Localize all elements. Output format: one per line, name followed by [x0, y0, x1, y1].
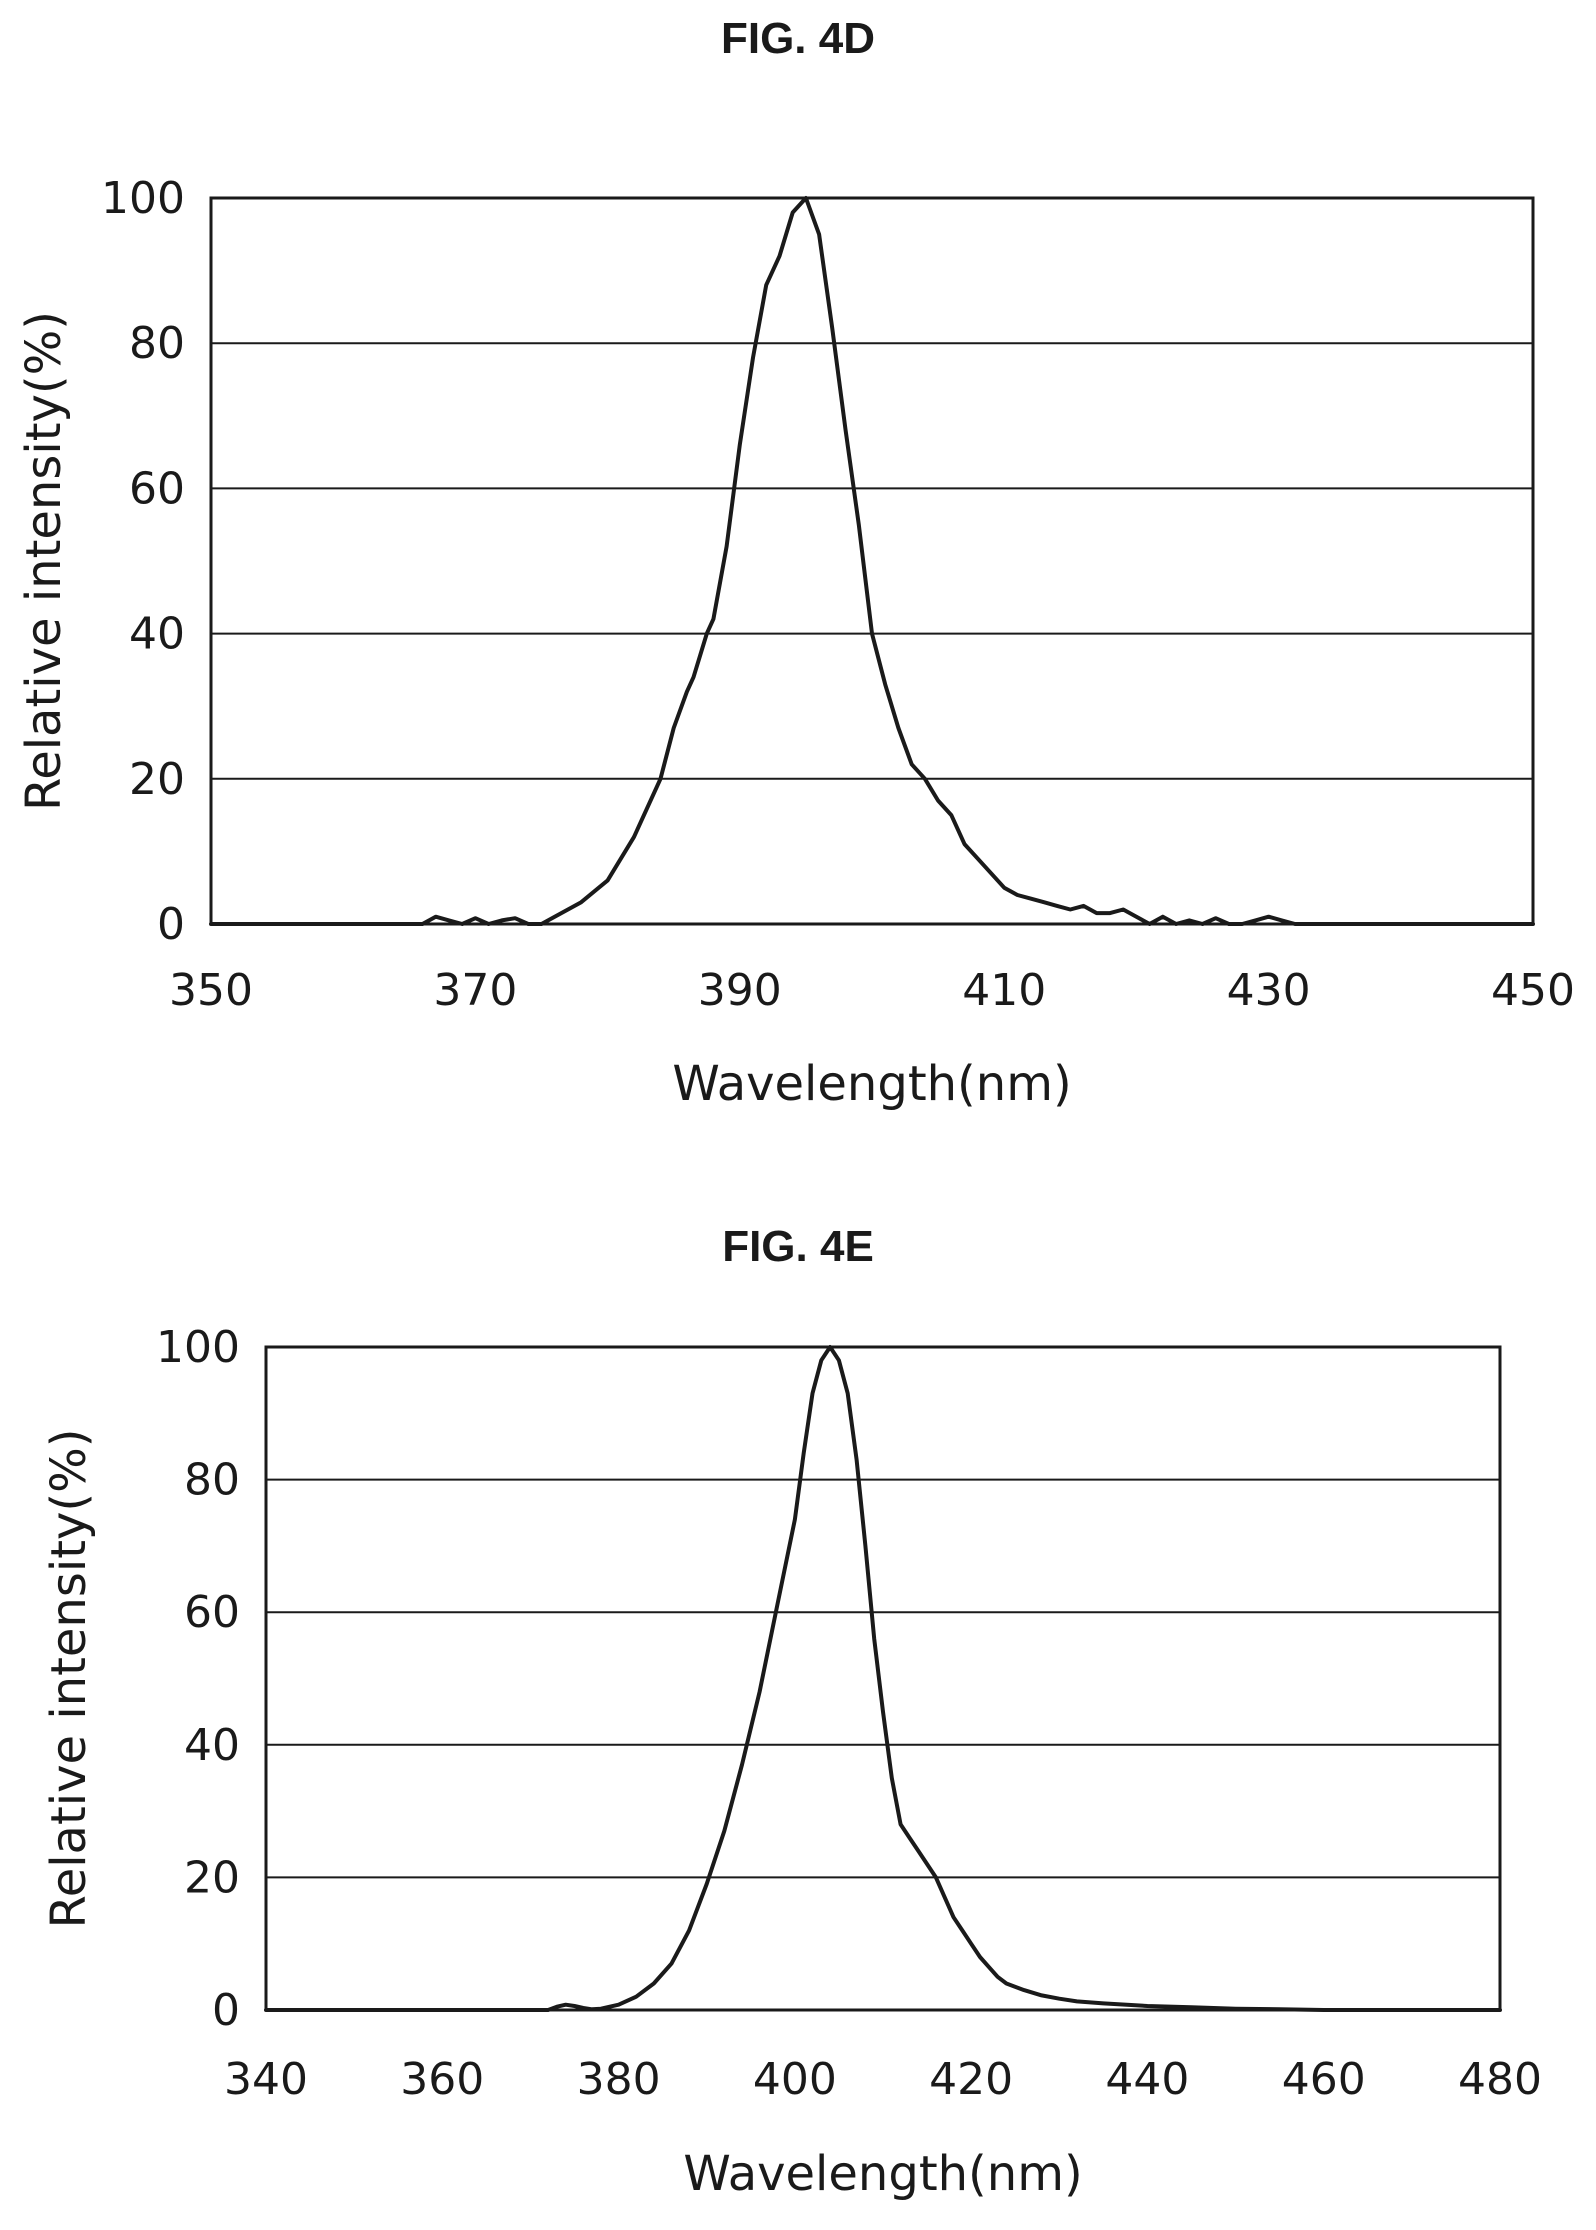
fig-4e-x-axis-label: Wavelength(nm)	[683, 2146, 1082, 2202]
fig-4e-x-tick-label: 460	[1282, 2054, 1366, 2105]
fig-4e-y-tick-label: 60	[184, 1587, 240, 1638]
fig-4e-y-axis-label: Relative intensity(%)	[41, 1429, 97, 1929]
chart-title-4d: FIG. 4D	[720, 14, 876, 63]
fig-4e-x-tick-label: 400	[753, 2054, 837, 2105]
fig-4d-y-tick-label: 80	[129, 318, 185, 369]
fig-4d-y-tick-label: 40	[129, 609, 185, 660]
fig-4e-x-tick-label: 440	[1105, 2054, 1189, 2105]
fig-4d-x-tick-label: 450	[1491, 965, 1575, 1016]
fig-4d-x-axis-label: Wavelength(nm)	[672, 1056, 1071, 1112]
fig-4e-x-tick-label: 380	[577, 2054, 661, 2105]
fig-4d-x-tick-label: 410	[962, 965, 1046, 1016]
fig-4e-y-tick-label: 0	[212, 1985, 240, 2036]
fig-4e-x-tick-label: 480	[1458, 2054, 1542, 2105]
fig-4d-series-line-0	[209, 196, 1535, 926]
chart-fig-4d: 0 20 40 60 80 100 350 370 390 410 430 450 Wavelength…	[16, 173, 1575, 1112]
chart-title-4e: FIG. 4E	[722, 1222, 874, 1271]
fig-4d-plot-frame	[209, 196, 1535, 926]
fig-4d-x-tick-label: 390	[698, 965, 782, 1016]
fig-4e-x-tick-label: 340	[224, 2054, 308, 2105]
fig-4e-y-tick-label: 40	[184, 1720, 240, 1771]
chart-fig-4e: 0 20 40 60 80 100 340 360 380 400 420 440 460 480 Wave…	[41, 1322, 1542, 2202]
fig-4d-x-tick-label: 430	[1227, 965, 1311, 1016]
fig-4d-x-tick-label: 370	[433, 965, 517, 1016]
fig-4e-series-line-0	[264, 1345, 1502, 2012]
fig-4e-x-tick-label: 420	[929, 2054, 1013, 2105]
fig-4d-x-tick-label: 350	[169, 965, 253, 1016]
fig-4e-plot-frame	[264, 1345, 1502, 2012]
fig-4e-x-tick-label: 360	[400, 2054, 484, 2105]
fig-4d-y-tick-label: 60	[129, 463, 185, 514]
fig-4e-y-tick-label: 80	[184, 1455, 240, 1506]
fig-4d-y-tick-label: 20	[129, 754, 185, 805]
fig-4d-y-tick-label: 100	[101, 173, 185, 224]
fig-4e-y-tick-label: 20	[184, 1852, 240, 1903]
fig-4e-y-tick-label: 100	[156, 1322, 240, 1373]
fig-4d-y-axis-label: Relative intensity(%)	[16, 311, 72, 811]
fig-4d-y-tick-label: 0	[157, 899, 185, 950]
